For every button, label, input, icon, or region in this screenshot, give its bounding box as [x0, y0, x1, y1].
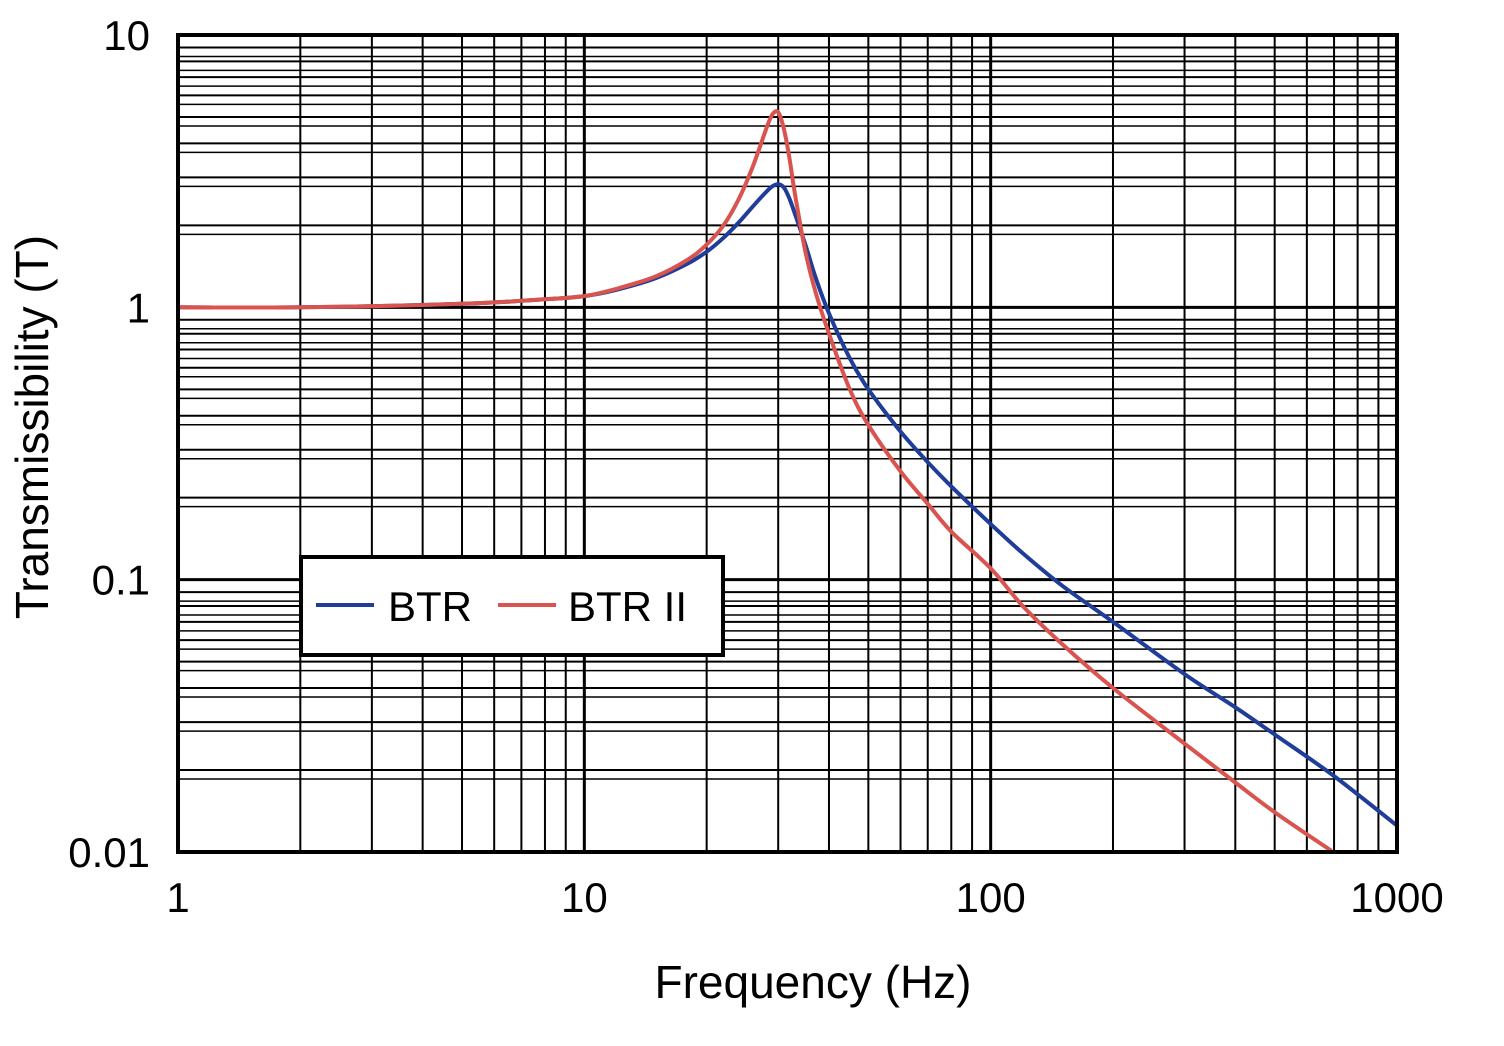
series-line-btr-ii: [177, 109, 1333, 853]
legend-label-btr: BTR: [388, 583, 472, 630]
legend: BTR BTR II: [299, 555, 725, 657]
y-tick-label: 1: [127, 284, 150, 331]
y-tick-label: 0.1: [92, 557, 150, 604]
x-tick-label: 1: [166, 874, 189, 921]
y-axis-label: Transmissibility (T): [6, 235, 58, 619]
plot-frame: [176, 33, 1399, 854]
grid-lines: [178, 35, 1397, 852]
x-tick-label: 100: [956, 874, 1026, 921]
y-tick-labels: 0.01 0.1 1 10: [68, 12, 150, 876]
x-tick-label: 10: [561, 874, 608, 921]
legend-label-btr-ii: BTR II: [568, 583, 687, 630]
y-tick-label: 10: [103, 12, 150, 59]
x-axis-label: Frequency (Hz): [655, 956, 972, 1008]
series-line-btr: [177, 182, 1399, 828]
y-tick-label: 0.01: [68, 829, 150, 876]
series-lines: [177, 109, 1399, 853]
x-tick-labels: 1 10 100 1000: [166, 874, 1443, 921]
x-tick-label: 1000: [1350, 874, 1443, 921]
